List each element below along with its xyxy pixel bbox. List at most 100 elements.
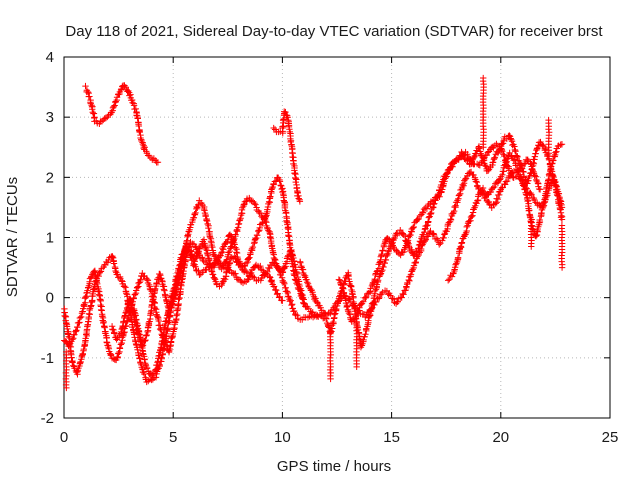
data-point xyxy=(100,319,107,327)
data-point xyxy=(352,315,360,322)
data-point xyxy=(412,258,420,266)
data-point xyxy=(69,359,76,366)
data-point xyxy=(416,212,424,220)
data-point xyxy=(270,283,278,290)
data-point xyxy=(143,331,150,339)
data-point xyxy=(69,336,76,343)
data-point xyxy=(372,298,380,306)
data-point xyxy=(272,286,279,293)
data-point xyxy=(192,209,199,217)
data-point xyxy=(132,312,139,319)
data-point xyxy=(137,338,144,345)
data-point xyxy=(447,216,455,224)
data-point xyxy=(170,285,178,292)
data-point xyxy=(216,252,224,260)
data-point xyxy=(101,324,108,331)
data-point xyxy=(430,230,437,237)
data-point xyxy=(242,267,250,275)
data-point xyxy=(433,194,440,202)
data-point xyxy=(497,145,505,152)
data-point xyxy=(133,112,140,119)
data-point xyxy=(458,239,466,246)
data-point xyxy=(271,259,278,267)
data-point xyxy=(232,270,239,277)
data-point xyxy=(153,279,160,287)
data-point xyxy=(558,204,566,211)
data-point xyxy=(89,106,96,113)
data-point xyxy=(176,262,183,269)
data-point xyxy=(134,321,141,329)
data-point xyxy=(536,186,544,193)
data-point xyxy=(121,82,128,89)
data-point xyxy=(137,134,144,142)
data-point xyxy=(192,243,199,250)
data-point xyxy=(173,272,180,280)
data-point xyxy=(192,263,199,270)
data-point xyxy=(479,184,487,192)
data-point xyxy=(548,160,556,168)
data-point xyxy=(111,102,118,109)
data-point xyxy=(235,220,243,227)
data-point xyxy=(246,254,253,261)
data-point xyxy=(152,374,160,381)
data-point xyxy=(408,267,416,275)
data-point xyxy=(276,293,284,301)
data-point xyxy=(131,309,138,316)
data-point xyxy=(263,270,270,277)
data-point xyxy=(476,145,483,152)
data-point xyxy=(422,236,430,243)
data-point xyxy=(236,261,243,269)
data-point xyxy=(326,366,334,374)
data-point xyxy=(476,162,484,169)
data-point xyxy=(439,237,446,244)
data-point xyxy=(303,279,311,286)
data-point xyxy=(407,271,415,278)
x-tick-label: 15 xyxy=(383,429,400,446)
data-point xyxy=(273,287,280,294)
data-point xyxy=(187,252,194,260)
data-point xyxy=(92,271,99,278)
data-point xyxy=(403,240,411,247)
data-point xyxy=(531,153,539,160)
data-point xyxy=(112,267,119,275)
data-point xyxy=(107,351,115,358)
data-point xyxy=(467,156,475,164)
data-point xyxy=(430,231,438,238)
data-point xyxy=(206,233,214,241)
data-point xyxy=(363,293,370,301)
data-point xyxy=(71,331,78,338)
data-point xyxy=(347,282,354,289)
data-point xyxy=(219,244,226,252)
data-point xyxy=(75,319,82,327)
data-point xyxy=(173,312,180,319)
data-point xyxy=(423,205,431,212)
data-point xyxy=(353,327,360,334)
data-point xyxy=(87,100,94,107)
data-point xyxy=(539,141,546,149)
data-point xyxy=(368,282,376,290)
data-point xyxy=(470,206,477,213)
data-point xyxy=(141,356,148,363)
data-point xyxy=(274,290,281,297)
data-point xyxy=(279,297,286,304)
data-point xyxy=(244,276,251,284)
data-point xyxy=(205,257,213,264)
data-point xyxy=(452,157,459,165)
data-point xyxy=(478,159,485,166)
data-point xyxy=(527,160,534,167)
data-point xyxy=(346,296,353,303)
data-point xyxy=(73,327,80,334)
data-point xyxy=(249,243,257,251)
data-point xyxy=(82,294,89,301)
data-point xyxy=(96,296,104,303)
data-point xyxy=(487,188,494,196)
data-point xyxy=(474,183,481,190)
data-point xyxy=(372,286,380,293)
grid xyxy=(64,57,610,418)
data-point xyxy=(117,328,125,336)
data-point xyxy=(439,186,446,193)
data-point xyxy=(499,140,507,147)
data-point xyxy=(266,274,274,281)
data-point xyxy=(502,159,509,166)
